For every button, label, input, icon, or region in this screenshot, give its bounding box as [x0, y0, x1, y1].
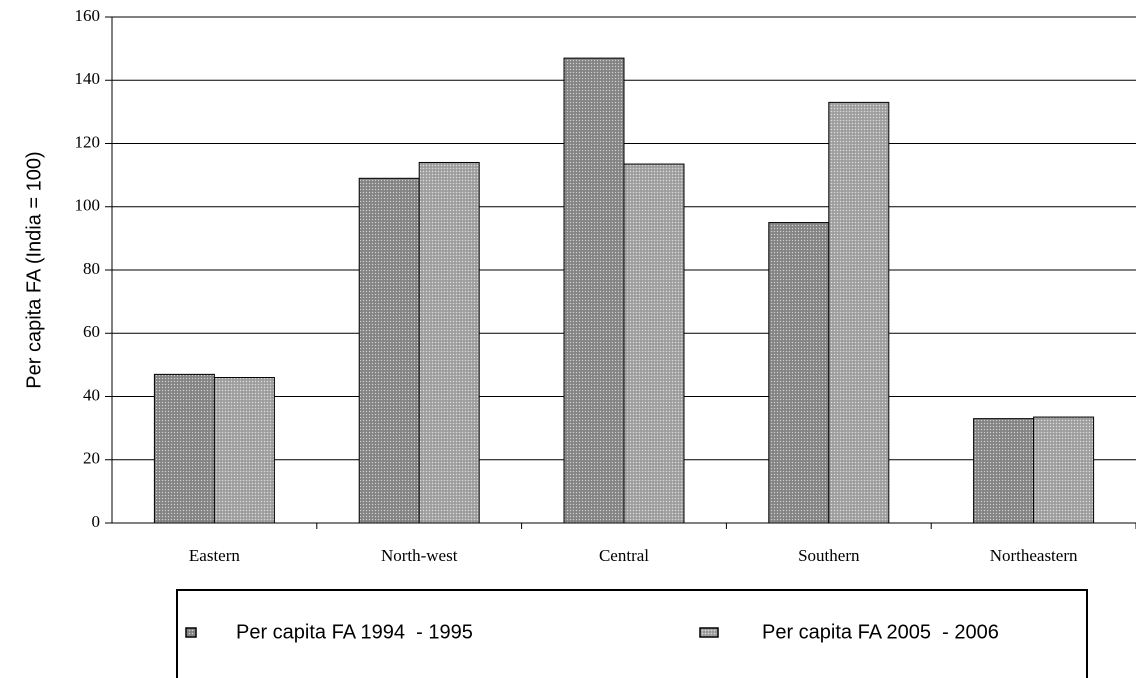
bar	[213, 377, 275, 524]
y-tick-label: 140	[75, 69, 101, 88]
bar	[623, 163, 685, 524]
y-tick-label: 160	[75, 6, 101, 25]
x-tick-label: North-west	[381, 546, 458, 565]
bar	[563, 57, 625, 524]
bar	[828, 101, 890, 524]
legend-label: Per capita FA 2005 - 2006	[762, 621, 999, 643]
bar	[973, 418, 1035, 524]
legend-swatch	[699, 627, 719, 638]
x-tick-label: Eastern	[189, 546, 240, 565]
x-tick-label: Southern	[798, 546, 860, 565]
y-tick-label: 120	[75, 132, 101, 151]
bar	[768, 222, 830, 524]
y-tick-label: 0	[92, 512, 101, 531]
y-tick-label: 80	[83, 259, 100, 278]
bar	[418, 161, 480, 524]
y-axis-label: Per capita FA (India = 100)	[23, 151, 45, 388]
legend-label: Per capita FA 1994 - 1995	[236, 621, 473, 643]
y-tick-label: 20	[83, 449, 100, 468]
bar	[153, 373, 215, 524]
legend-box	[176, 589, 1088, 678]
x-tick-label: Central	[599, 546, 649, 565]
legend-swatch	[185, 627, 197, 638]
bar	[1033, 416, 1095, 524]
x-tick-label: Northeastern	[990, 546, 1078, 565]
y-tick-label: 60	[83, 322, 100, 341]
y-tick-label: 100	[75, 196, 101, 215]
bar	[358, 177, 420, 524]
y-tick-label: 40	[83, 385, 100, 404]
